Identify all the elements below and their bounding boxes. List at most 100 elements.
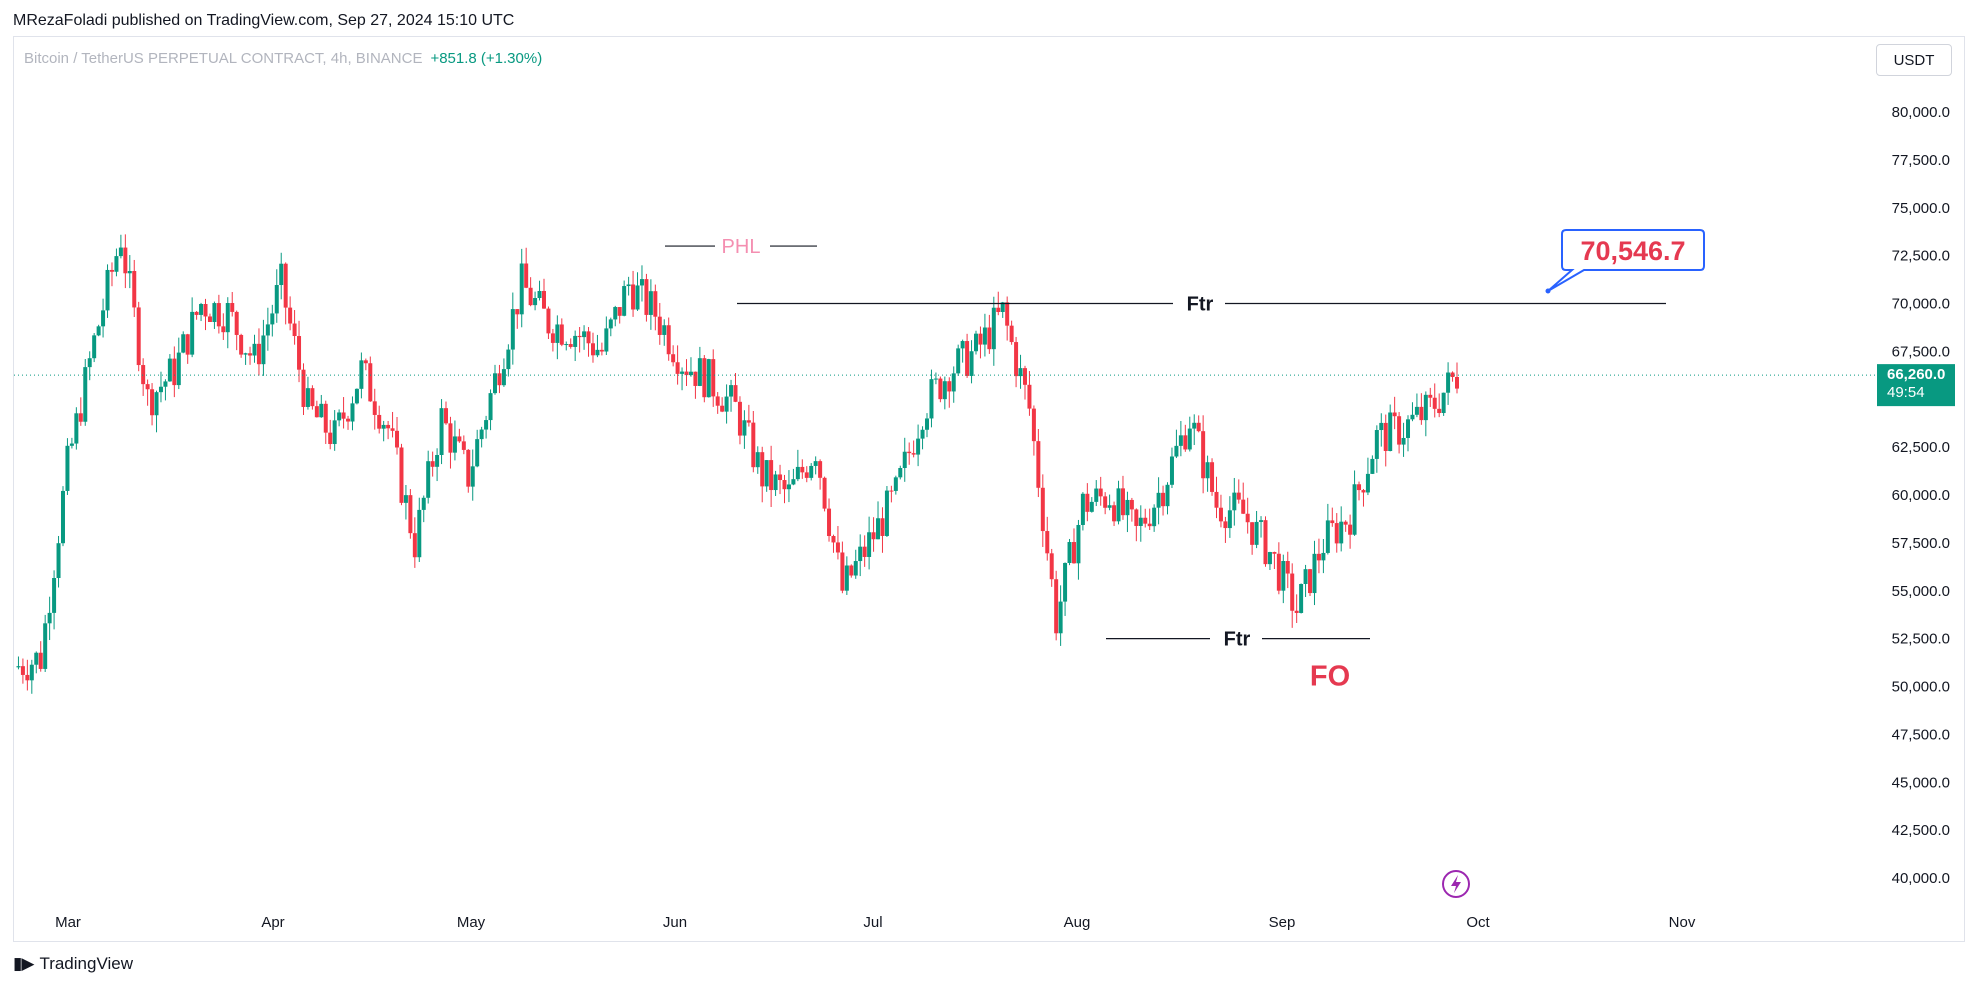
candle-body (25, 674, 30, 681)
candle-body (1419, 406, 1424, 421)
candle-body (1071, 542, 1076, 564)
price-tick-label: 77,500.0 (1892, 152, 1950, 169)
candle-body (947, 381, 952, 392)
price-tick-label: 42,500.0 (1892, 822, 1950, 839)
candle-body (47, 612, 52, 624)
candle-body (1218, 507, 1223, 522)
price-tick-label: 72,500.0 (1892, 248, 1950, 265)
candle-body (898, 468, 903, 478)
candle-body (163, 381, 168, 387)
candle-body (118, 247, 123, 257)
candle-body (421, 497, 426, 510)
candle-body (515, 309, 520, 315)
price-tick-label: 52,500.0 (1892, 631, 1950, 648)
candle-body (573, 335, 578, 347)
candle-body (1147, 523, 1152, 527)
candle-body (724, 396, 729, 412)
time-tick-label: Nov (1669, 914, 1696, 931)
candle-body (764, 460, 769, 487)
candle-body (733, 385, 738, 402)
candle-body (662, 325, 667, 335)
candle-body (541, 290, 546, 309)
candle-body (582, 331, 587, 338)
price-tick-label: 67,500.0 (1892, 343, 1950, 360)
candle-body (1370, 458, 1375, 474)
candle-body (212, 303, 217, 322)
candle-body (1406, 419, 1411, 438)
candle-body (43, 623, 48, 669)
tradingview-brand: TradingView (39, 954, 133, 973)
candle-body (488, 393, 493, 421)
countdown-label: 49:54 (1887, 384, 1925, 401)
candle-body (951, 373, 956, 392)
candle-body (1432, 397, 1437, 409)
candle-body (804, 472, 809, 478)
candle-body (323, 403, 328, 433)
candle-body (288, 307, 293, 324)
candle-body (800, 466, 805, 473)
candle-body (439, 408, 444, 455)
candle-body (154, 392, 159, 416)
candle-body (20, 666, 25, 675)
phl-label: PHL (722, 236, 761, 258)
candle-body (795, 466, 800, 480)
candle-body (52, 578, 57, 613)
candle-body (818, 461, 823, 478)
time-tick-label: Jul (863, 914, 882, 931)
candle-body (167, 358, 172, 382)
candle-body (60, 490, 65, 544)
candle-body (1281, 560, 1286, 591)
candle-body (1058, 601, 1063, 634)
candle-body (172, 358, 177, 386)
candle-body (1388, 412, 1393, 452)
candle-body (519, 263, 524, 315)
candle-body (644, 279, 649, 315)
candle-body (1063, 562, 1068, 602)
candle-body (1379, 422, 1384, 431)
candle-body (956, 348, 961, 374)
currency-button[interactable]: USDT (1876, 44, 1952, 76)
target-callout[interactable]: 70,546.7 (1545, 229, 1705, 294)
candle-body (1112, 505, 1117, 522)
candle-body (1241, 499, 1246, 514)
candle-body (114, 256, 119, 272)
candle-body (1103, 496, 1108, 508)
candle-body (840, 552, 845, 591)
candle-body (105, 269, 110, 311)
candle-body (96, 326, 101, 336)
candle-body (760, 452, 765, 487)
lightning-icon[interactable] (1442, 870, 1470, 898)
candle-body (831, 536, 836, 543)
candle-body (858, 546, 863, 562)
candle-body (426, 461, 431, 498)
candle-body (354, 388, 359, 404)
candle-body (74, 413, 79, 444)
candle-body (1383, 422, 1388, 452)
candle-body (1299, 583, 1304, 613)
candle-body (65, 445, 70, 491)
candle-body (880, 518, 885, 536)
candle-body (221, 326, 226, 333)
candle-body (524, 263, 529, 288)
ftr-bottom-level[interactable]: Ftr (1106, 629, 1370, 651)
candle-body (550, 333, 555, 343)
candle-body (1446, 372, 1451, 393)
candle-body (827, 508, 832, 537)
candle-body (809, 465, 814, 478)
candle-body (595, 349, 600, 356)
candle-body (537, 290, 542, 299)
candle-body (755, 452, 760, 468)
candle-body (417, 509, 422, 558)
candle-body (341, 412, 346, 419)
candle-body (337, 412, 342, 421)
candle-body (969, 351, 974, 376)
candle-body (1263, 520, 1268, 565)
candle-body (1455, 376, 1459, 389)
candle-body (1321, 552, 1326, 561)
candle-body (867, 532, 872, 557)
ftr-top-level[interactable]: Ftr (737, 294, 1666, 316)
tradingview-logo[interactable]: ▮▶ TradingView (13, 954, 133, 974)
candle-body (1040, 487, 1045, 532)
phl-level[interactable]: PHL (665, 236, 817, 258)
